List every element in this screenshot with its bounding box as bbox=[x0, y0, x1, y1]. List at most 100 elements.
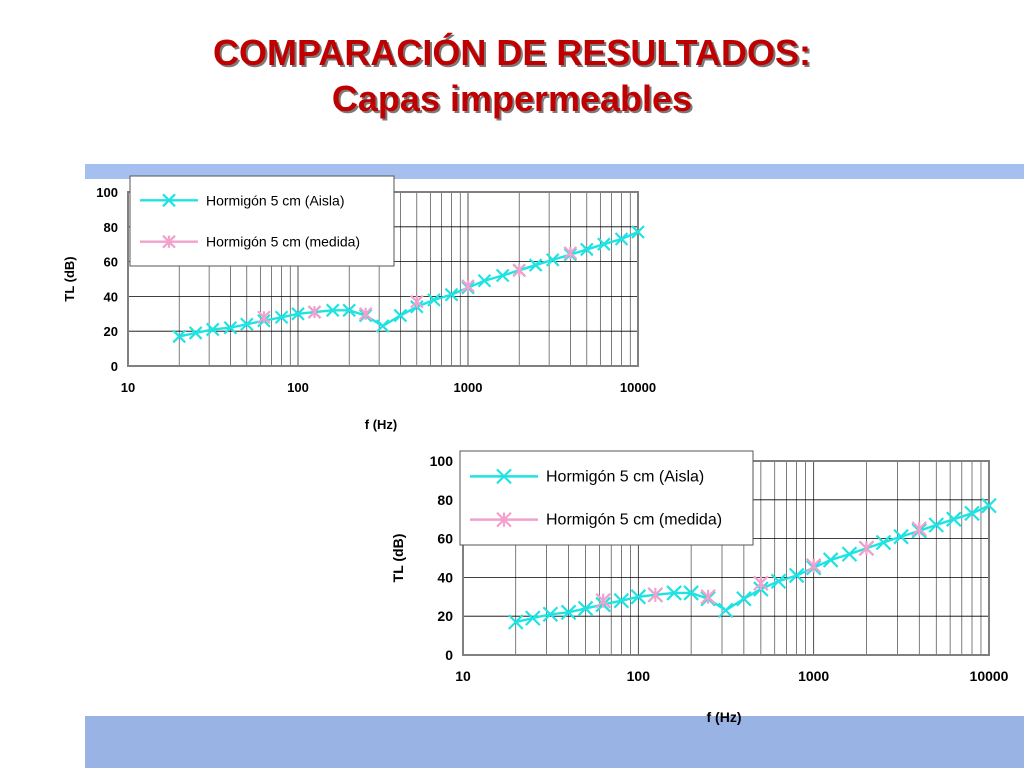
chart2-xtick-label: 10000 bbox=[970, 668, 1009, 684]
chart2-data-point bbox=[595, 592, 611, 609]
chart1-legend-label: Hormigón 5 cm (Aisla) bbox=[206, 192, 344, 208]
chart1-data-point-stroke-b bbox=[223, 320, 238, 335]
chart2-xtick-label: 10 bbox=[455, 668, 471, 684]
chart2-data-point bbox=[875, 534, 892, 551]
chart2-data-point bbox=[630, 589, 647, 605]
chart2-data-point-stroke-b bbox=[630, 589, 647, 605]
chart2-ytick-label: 20 bbox=[437, 608, 453, 624]
chart1-data-point bbox=[580, 242, 594, 257]
chart1-data-point-stroke-b bbox=[342, 303, 356, 318]
slide-title: COMPARACIÓN DE RESULTADOS: Capas imperme… bbox=[0, 30, 1024, 122]
chart2-data-point bbox=[700, 589, 716, 605]
chart1-data-point-stroke-b bbox=[580, 242, 594, 257]
chart2-legend-marker-stroke-b bbox=[496, 468, 512, 485]
chart2-data-point-stroke-b bbox=[964, 505, 980, 522]
chart2-data-point bbox=[893, 528, 909, 545]
chart1-legend-marker bbox=[162, 193, 176, 208]
chart2-data-point-stroke-b bbox=[666, 585, 682, 601]
chart2-legend: Hormigón 5 cm (Aisla) Hormigón 5 cm (medi… bbox=[459, 450, 754, 546]
chart1-data-point bbox=[375, 319, 390, 333]
chart1-data-point bbox=[495, 268, 510, 283]
bottom-decorative-band bbox=[85, 716, 1024, 768]
chart1-xtick-label: 1000 bbox=[454, 380, 483, 395]
chart1-ytick-label: 40 bbox=[104, 289, 118, 304]
chart1-data-point bbox=[444, 287, 459, 302]
chart1-series-medida bbox=[257, 246, 578, 325]
chart2-data-point bbox=[683, 585, 699, 601]
chart2-data-point bbox=[736, 590, 752, 607]
chart2-data-point-stroke-b bbox=[946, 511, 962, 527]
chart2-data-point-stroke-b bbox=[736, 590, 752, 607]
chart2-data-point-stroke-b bbox=[560, 604, 577, 621]
chart2-data-point bbox=[666, 585, 682, 601]
chart1-data-point bbox=[205, 322, 220, 337]
chart1-ytick-label: 60 bbox=[104, 255, 118, 270]
chart1-data-point bbox=[461, 279, 475, 293]
chart2-data-point bbox=[524, 610, 541, 626]
chart2-data-point bbox=[946, 511, 962, 527]
chart1-data-point-stroke-b bbox=[205, 322, 220, 337]
chart1-data-point-stroke-b bbox=[427, 293, 441, 307]
chart2-ytick-label: 80 bbox=[437, 492, 453, 508]
chart2-legend-label: Hormigón 5 cm (Aisla) bbox=[546, 468, 704, 485]
chart2-data-point-stroke-b bbox=[508, 614, 524, 630]
chart1-data-point-stroke-b bbox=[545, 253, 560, 267]
chart2-data-point bbox=[788, 567, 805, 584]
chart1-xtick-label: 10000 bbox=[620, 380, 656, 395]
chart1-ytick-label: 100 bbox=[96, 185, 118, 200]
chart1-data-point bbox=[291, 307, 305, 321]
chart1-data-point bbox=[631, 225, 645, 239]
chart2-data-point-stroke-b bbox=[524, 610, 541, 626]
chart2-legend-marker bbox=[496, 511, 512, 528]
chart2-legend-box bbox=[459, 450, 754, 546]
chart2-series-aisla bbox=[508, 497, 997, 630]
top-decorative-band bbox=[85, 164, 1024, 179]
chart1-xtick-label: 10 bbox=[121, 380, 135, 395]
chart1-data-point-stroke-b bbox=[240, 317, 254, 332]
chart2-ytick-label: 40 bbox=[437, 569, 453, 585]
title-line-2: Capas impermeables bbox=[331, 78, 693, 119]
chart2-data-point bbox=[858, 540, 875, 557]
chart2-data-point-stroke-b bbox=[928, 517, 944, 533]
chart2-data-point-stroke-b bbox=[577, 600, 594, 617]
chart2-data-point bbox=[981, 497, 997, 514]
chart2-data-point-stroke-b bbox=[981, 497, 997, 514]
chart1-xtick-label: 100 bbox=[287, 380, 309, 395]
chart1-data-point-stroke-b bbox=[444, 287, 459, 302]
chart1-data-point-stroke-b bbox=[172, 329, 186, 344]
chart1-data-point bbox=[545, 253, 560, 267]
chart2-ytick-label: 60 bbox=[437, 531, 453, 547]
chart2-data-point bbox=[508, 614, 524, 630]
chart2-data-point-stroke-b bbox=[683, 585, 699, 601]
chart1-data-point bbox=[614, 232, 629, 246]
chart1-data-point bbox=[240, 317, 254, 332]
chart2-xtick-label: 100 bbox=[627, 668, 651, 684]
chart1-data-point-stroke-b bbox=[393, 308, 408, 323]
chart1-series-line bbox=[178, 230, 639, 338]
chart2-data-point bbox=[911, 521, 928, 537]
chart2-legend-label: Hormigón 5 cm (medida) bbox=[546, 512, 722, 529]
chart1-data-point-stroke-b bbox=[325, 303, 340, 318]
chart1-data-point-stroke-b bbox=[597, 237, 611, 251]
chart2-data-point bbox=[560, 604, 577, 621]
chart2-series-line bbox=[515, 504, 990, 624]
chart1-data-point bbox=[223, 320, 238, 335]
chart1-ytick-label: 20 bbox=[104, 324, 118, 339]
chart2-data-point-stroke-b bbox=[542, 606, 559, 623]
chart1-data-point-stroke-b bbox=[375, 319, 390, 333]
chart1-data-point-stroke-b bbox=[495, 268, 510, 283]
chart1-data-point bbox=[274, 310, 289, 325]
chart1-data-point-stroke-b bbox=[274, 310, 289, 325]
chart1-data-point bbox=[358, 307, 373, 321]
chart2-data-point bbox=[822, 552, 839, 568]
chart2-data-point bbox=[753, 575, 769, 591]
chart1-data-point bbox=[597, 237, 611, 251]
chart1-legend-marker-stroke-b bbox=[162, 193, 176, 208]
chart2-data-point-stroke-b bbox=[822, 552, 839, 568]
chart1-data-point bbox=[393, 308, 408, 323]
chart1-data-point bbox=[410, 294, 424, 309]
chart2-series-medida bbox=[595, 521, 928, 609]
chart2-data-point bbox=[577, 600, 594, 617]
chart2-data-point-stroke-b bbox=[717, 602, 734, 619]
chart2-data-point bbox=[647, 587, 664, 603]
